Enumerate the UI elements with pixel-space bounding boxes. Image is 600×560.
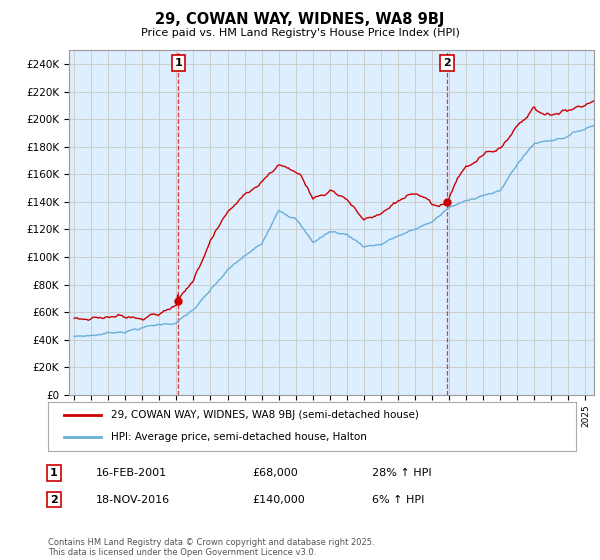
Text: 6% ↑ HPI: 6% ↑ HPI [372,494,424,505]
Text: £68,000: £68,000 [252,468,298,478]
Text: 29, COWAN WAY, WIDNES, WA8 9BJ: 29, COWAN WAY, WIDNES, WA8 9BJ [155,12,445,27]
Text: 2: 2 [50,494,58,505]
Text: 29, COWAN WAY, WIDNES, WA8 9BJ (semi-detached house): 29, COWAN WAY, WIDNES, WA8 9BJ (semi-det… [112,410,419,421]
Text: 16-FEB-2001: 16-FEB-2001 [96,468,167,478]
Text: 1: 1 [175,58,182,68]
Text: £140,000: £140,000 [252,494,305,505]
Text: 28% ↑ HPI: 28% ↑ HPI [372,468,431,478]
Text: 18-NOV-2016: 18-NOV-2016 [96,494,170,505]
Text: Price paid vs. HM Land Registry's House Price Index (HPI): Price paid vs. HM Land Registry's House … [140,28,460,38]
Text: 1: 1 [50,468,58,478]
Text: Contains HM Land Registry data © Crown copyright and database right 2025.
This d: Contains HM Land Registry data © Crown c… [48,538,374,557]
Text: 2: 2 [443,58,451,68]
Text: HPI: Average price, semi-detached house, Halton: HPI: Average price, semi-detached house,… [112,432,367,442]
